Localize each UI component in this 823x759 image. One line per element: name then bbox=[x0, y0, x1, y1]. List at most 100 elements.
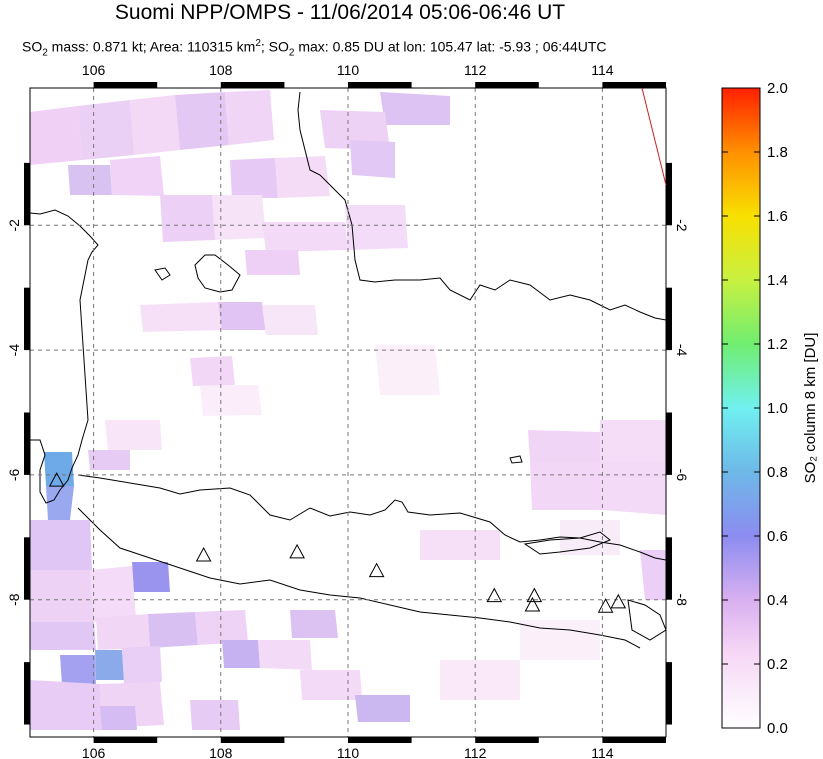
colorbar-tick-label: 1.0 bbox=[767, 400, 788, 417]
so2-cell bbox=[190, 700, 240, 730]
so2-cell bbox=[160, 195, 215, 242]
so2-cell bbox=[262, 305, 318, 335]
lat-tick-label-right: -2 bbox=[674, 219, 690, 232]
coastline-layer bbox=[30, 91, 666, 649]
frame-bar-right bbox=[666, 537, 672, 600]
madura-coast bbox=[523, 531, 611, 555]
lon-tick-label-bottom: 114 bbox=[591, 745, 614, 759]
so2-cell bbox=[95, 650, 124, 680]
volcano-marker bbox=[368, 562, 385, 578]
frame-bar-top bbox=[602, 82, 666, 88]
so2-cell bbox=[290, 610, 338, 638]
so2-cell bbox=[440, 660, 520, 700]
colorbar-tick-label: 1.4 bbox=[767, 272, 788, 289]
so2-cell bbox=[212, 195, 266, 240]
so2-cell bbox=[640, 550, 666, 600]
volcano-marker bbox=[597, 598, 614, 613]
frame-bar-top bbox=[348, 82, 412, 88]
so2-cell bbox=[600, 420, 666, 462]
colorbar-ticks: 0.0 0.2 0.4 0.6 0.8 1.0 1.2 1.4 1.6 1.8 2.0 bbox=[722, 80, 788, 737]
frame-bar-bottom bbox=[220, 737, 285, 743]
so2-cell bbox=[345, 205, 408, 250]
volcano-marker bbox=[486, 587, 503, 603]
subtitle-sub-2: 2 bbox=[288, 47, 295, 59]
so2-cell bbox=[148, 612, 198, 648]
lat-tick-label-right: -4 bbox=[674, 344, 690, 357]
so2-cell bbox=[130, 95, 180, 155]
volcano-marker bbox=[48, 472, 65, 487]
lat-tick-label-left: -8 bbox=[6, 593, 22, 606]
so2-cell bbox=[140, 302, 222, 332]
so2-cell bbox=[262, 222, 348, 252]
lon-tick-label-bottom: 112 bbox=[464, 745, 487, 759]
so2-cell bbox=[375, 345, 440, 395]
lat-tick-label-right: -6 bbox=[674, 469, 690, 482]
so2-cell bbox=[320, 110, 390, 150]
so2-cell bbox=[560, 520, 620, 555]
lon-tick-label-top: 112 bbox=[464, 62, 487, 78]
so2-cell bbox=[100, 706, 137, 730]
so2-cell bbox=[355, 695, 410, 722]
so2-cell bbox=[350, 140, 395, 178]
so2-cell bbox=[528, 430, 600, 462]
frame-bar-top bbox=[220, 82, 285, 88]
frame-bar-bottom bbox=[348, 737, 412, 743]
colorbar-tick-label: 0.2 bbox=[767, 656, 788, 673]
frame-bar-bottom bbox=[93, 737, 158, 743]
colorbar-tick-label: 0.0 bbox=[767, 720, 788, 737]
so2-cell bbox=[60, 655, 96, 685]
colorbar-tick-label: 0.6 bbox=[767, 528, 788, 545]
so2-cell bbox=[380, 92, 450, 125]
frame-bar-left bbox=[24, 162, 30, 226]
so2-cell bbox=[30, 106, 82, 165]
volcano-marker bbox=[289, 543, 305, 559]
volcano-marker bbox=[610, 593, 627, 609]
lat-tick-label-left: -6 bbox=[6, 468, 22, 481]
so2-cell bbox=[44, 452, 74, 486]
colorbar-tick-label: 1.2 bbox=[767, 336, 788, 353]
so2-cell bbox=[245, 250, 300, 275]
lat-tick-label-left: -4 bbox=[6, 344, 22, 357]
so2-cell bbox=[600, 462, 666, 515]
so2-cell bbox=[90, 566, 136, 622]
page-title: Suomi NPP/OMPS - 11/06/2014 05:06-06:46 … bbox=[114, 1, 566, 24]
so2-cell bbox=[30, 570, 94, 622]
so2-cell bbox=[105, 420, 162, 450]
frame-bar-bottom bbox=[475, 737, 539, 743]
bangka-coast bbox=[194, 254, 241, 293]
colorbar-tick-label: 2.0 bbox=[767, 80, 788, 97]
so2-cell bbox=[195, 610, 248, 645]
kalimantan-coast bbox=[297, 91, 666, 321]
so2-cell bbox=[420, 530, 500, 560]
orbit-edge-line bbox=[641, 87, 667, 186]
so2-cell bbox=[132, 562, 170, 592]
subtitle-sub-1: 2 bbox=[42, 47, 48, 59]
lon-tick-label-top: 106 bbox=[82, 62, 106, 78]
frame-bar-right bbox=[666, 162, 672, 226]
colorbar-label: SO₂ column 8 km [DU] bbox=[802, 333, 819, 484]
so2-cell bbox=[300, 670, 362, 700]
so2-cell bbox=[200, 385, 262, 416]
lat-tick-label-left: -2 bbox=[6, 219, 22, 232]
belitung-coast bbox=[154, 267, 171, 281]
so2-cell bbox=[218, 302, 266, 330]
frame-bar-right bbox=[666, 412, 672, 475]
so2-cell bbox=[520, 620, 600, 660]
map-frame-ticks bbox=[24, 82, 672, 743]
frame-bar-left bbox=[24, 537, 30, 600]
lon-tick-label-bottom: 110 bbox=[337, 745, 360, 759]
volcano-markers bbox=[48, 472, 627, 613]
lat-tick-label-right: -8 bbox=[674, 593, 690, 606]
so2-cell bbox=[78, 100, 134, 160]
frame-bar-right bbox=[666, 662, 672, 725]
frame-bar-top bbox=[475, 82, 539, 88]
frame-bar-right bbox=[666, 287, 672, 351]
so2-cell bbox=[258, 640, 312, 670]
lon-tick-label-bottom: 108 bbox=[209, 745, 233, 759]
so2-cell bbox=[88, 450, 130, 470]
so2-cell bbox=[68, 165, 112, 195]
so2-cell bbox=[30, 622, 96, 650]
so2-cell bbox=[122, 646, 162, 684]
lon-tick-label-top: 108 bbox=[209, 62, 233, 78]
